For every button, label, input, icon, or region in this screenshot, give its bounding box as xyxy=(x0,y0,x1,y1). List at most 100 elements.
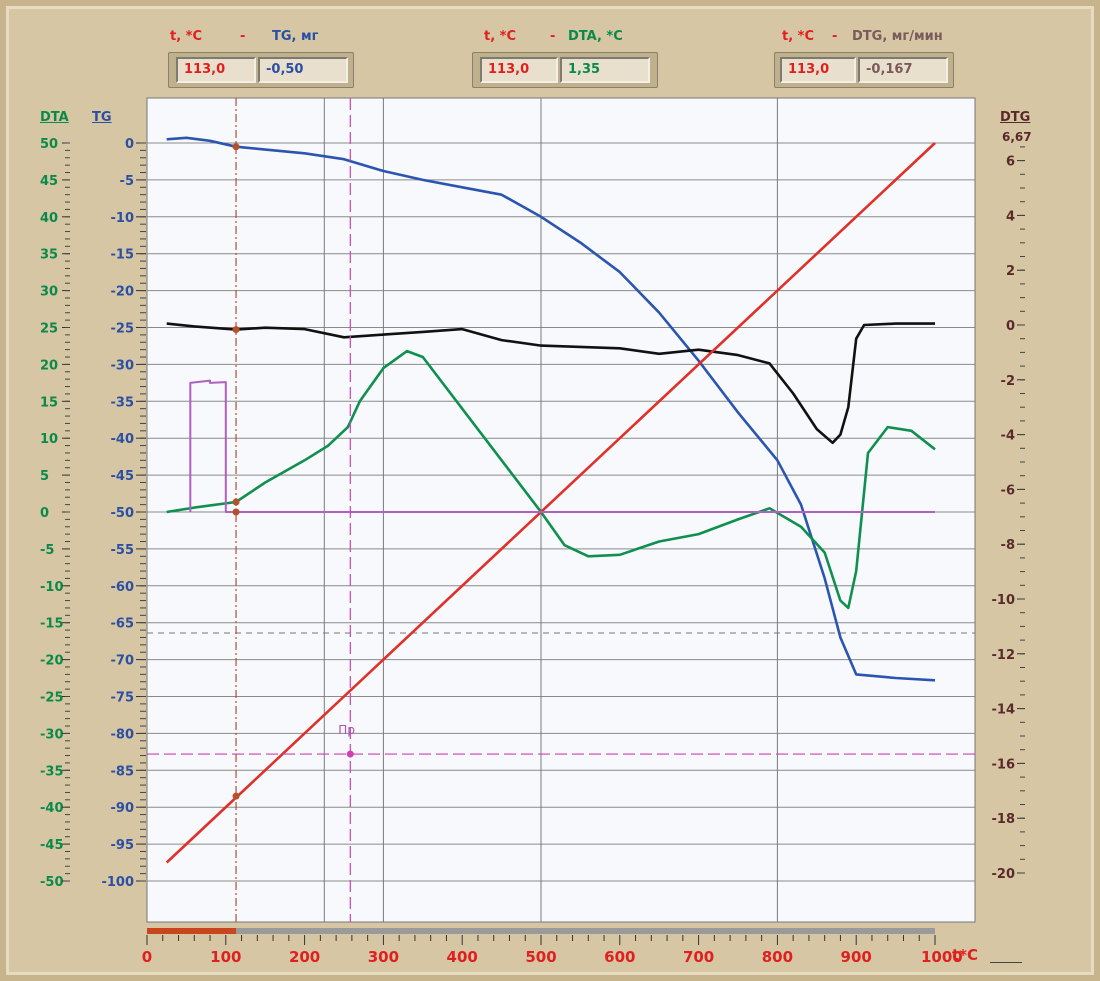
dta-tick-label: 45 xyxy=(40,174,58,189)
readout-dta-label: DTA, *C xyxy=(568,29,623,44)
x-tick-label: 400 xyxy=(447,948,478,966)
x-axis-unit-label: t*C xyxy=(952,946,979,964)
dta-tick-label: -20 xyxy=(40,654,64,669)
dtg-tick-label: -14 xyxy=(992,703,1016,718)
cursor-dot-baseline xyxy=(232,508,240,516)
temperature-line xyxy=(165,142,936,864)
tg-tick-label: -65 xyxy=(111,617,135,632)
dta-tick-label: -10 xyxy=(40,580,64,595)
readout-tg-t-label: t, *C xyxy=(170,29,203,44)
dta-curve xyxy=(166,349,936,610)
readout-tg-t-value: 113,0 xyxy=(176,57,256,83)
x-tick-label: 500 xyxy=(525,948,556,966)
dtg-tick-label: -8 xyxy=(1001,538,1015,553)
dta-tick-label: -45 xyxy=(40,838,64,853)
tg-tick-label: -15 xyxy=(111,248,135,263)
x-range-bar-fill xyxy=(147,928,237,934)
dta-tick-label: 30 xyxy=(40,285,58,300)
dtg-tick-label: 2 xyxy=(1006,264,1015,279)
dtg-axis-title: DTG xyxy=(1000,110,1031,125)
readout-dta-sep: - xyxy=(550,29,556,44)
tg-tick-label: -55 xyxy=(111,543,135,558)
readout-dtg-label: DTG, мг/мин xyxy=(852,29,943,44)
tg-tick-label: -35 xyxy=(111,395,135,410)
dtg-tick-label: 6 xyxy=(1006,155,1015,170)
dta-tick-label: -35 xyxy=(40,764,64,779)
dtg-tick-label: -4 xyxy=(1001,429,1015,444)
dta-tick-label: 50 xyxy=(40,137,58,152)
dtg-tick-label: -2 xyxy=(1001,374,1015,389)
cursor-dot-dta xyxy=(232,498,240,506)
tg-tick-label: -40 xyxy=(111,432,135,447)
tg-curve xyxy=(166,136,936,682)
readout-dtg-value: -0,167 xyxy=(858,57,948,83)
tg-tick-label: -30 xyxy=(111,358,135,373)
readout-tg-value: -0,50 xyxy=(258,57,348,83)
dta-tick-label: -15 xyxy=(40,617,64,632)
x-axis-unit-underline xyxy=(990,962,1022,963)
tg-tick-label: -60 xyxy=(111,580,135,595)
dtg-axis-max-label: 6,67 xyxy=(1002,130,1032,144)
dta-tick-label: 5 xyxy=(40,469,49,484)
dta-tick-label: -40 xyxy=(40,801,64,816)
x-tick-label: 900 xyxy=(841,948,872,966)
x-tick-label: 700 xyxy=(683,948,714,966)
cursor-dot-tg xyxy=(232,143,240,151)
x-tick-label: 0 xyxy=(142,948,152,966)
dta-tick-label: 25 xyxy=(40,322,58,337)
marker-label: Пр xyxy=(338,723,355,737)
x-tick-label: 800 xyxy=(762,948,793,966)
tg-tick-label: -85 xyxy=(111,764,135,779)
dtg-tick-label: -18 xyxy=(992,812,1016,827)
dta-tick-label: -30 xyxy=(40,727,64,742)
tg-tick-label: -70 xyxy=(111,654,135,669)
dtg-tick-label: 4 xyxy=(1006,209,1015,224)
dtg-tick-label: -10 xyxy=(992,593,1016,608)
tg-tick-label: -25 xyxy=(111,322,135,337)
tg-tick-label: -75 xyxy=(111,691,135,706)
x-tick-label: 600 xyxy=(604,948,635,966)
dta-axis-title: DTA xyxy=(40,110,69,125)
dta-tick-label: 35 xyxy=(40,248,58,263)
x-tick-label: 100 xyxy=(210,948,241,966)
tg-tick-label: -80 xyxy=(111,727,135,742)
tg-tick-label: -90 xyxy=(111,801,135,816)
dta-tick-label: 15 xyxy=(40,395,58,410)
dta-tick-label: 40 xyxy=(40,211,58,226)
tg-tick-label: -5 xyxy=(120,174,134,189)
dta-tick-label: 0 xyxy=(40,506,49,521)
readout-dta-value: 1,35 xyxy=(560,57,650,83)
readout-dtg-t-label: t, *C xyxy=(782,29,815,44)
tg-tick-label: -50 xyxy=(111,506,135,521)
dta-tick-label: -5 xyxy=(40,543,54,558)
readout-dta-t-label: t, *C xyxy=(484,29,517,44)
dtg-curve xyxy=(166,322,935,445)
x-tick-label: 300 xyxy=(368,948,399,966)
dta-tick-label: 20 xyxy=(40,358,58,373)
tg-tick-label: 0 xyxy=(125,137,134,152)
readout-dtg-t-value: 113,0 xyxy=(780,57,856,83)
pulse-line xyxy=(189,379,935,513)
tg-axis-title: TG xyxy=(92,110,112,125)
dtg-tick-label: -6 xyxy=(1001,483,1015,498)
tg-tick-label: -20 xyxy=(111,285,135,300)
readout-dta-t-value: 113,0 xyxy=(480,57,558,83)
dtg-tick-label: -20 xyxy=(992,867,1016,882)
tg-tick-label: -100 xyxy=(101,875,134,890)
readout-tg-sep: - xyxy=(240,29,246,44)
dtg-tick-label: 0 xyxy=(1006,319,1015,334)
readout-tg-label: TG, мг xyxy=(272,29,319,44)
dta-tick-label: -25 xyxy=(40,691,64,706)
x-tick-label: 200 xyxy=(289,948,320,966)
dtg-tick-label: -12 xyxy=(992,648,1016,663)
dta-tick-label: -50 xyxy=(40,875,64,890)
dta-tick-label: 10 xyxy=(40,432,58,447)
tg-tick-label: -45 xyxy=(111,469,135,484)
marker-dot xyxy=(346,750,354,758)
readout-dtg-sep: - xyxy=(832,29,838,44)
cursor-dot-dtg xyxy=(232,326,240,334)
dtg-tick-label: -16 xyxy=(992,757,1016,772)
cursor-dot-temp xyxy=(232,792,240,800)
